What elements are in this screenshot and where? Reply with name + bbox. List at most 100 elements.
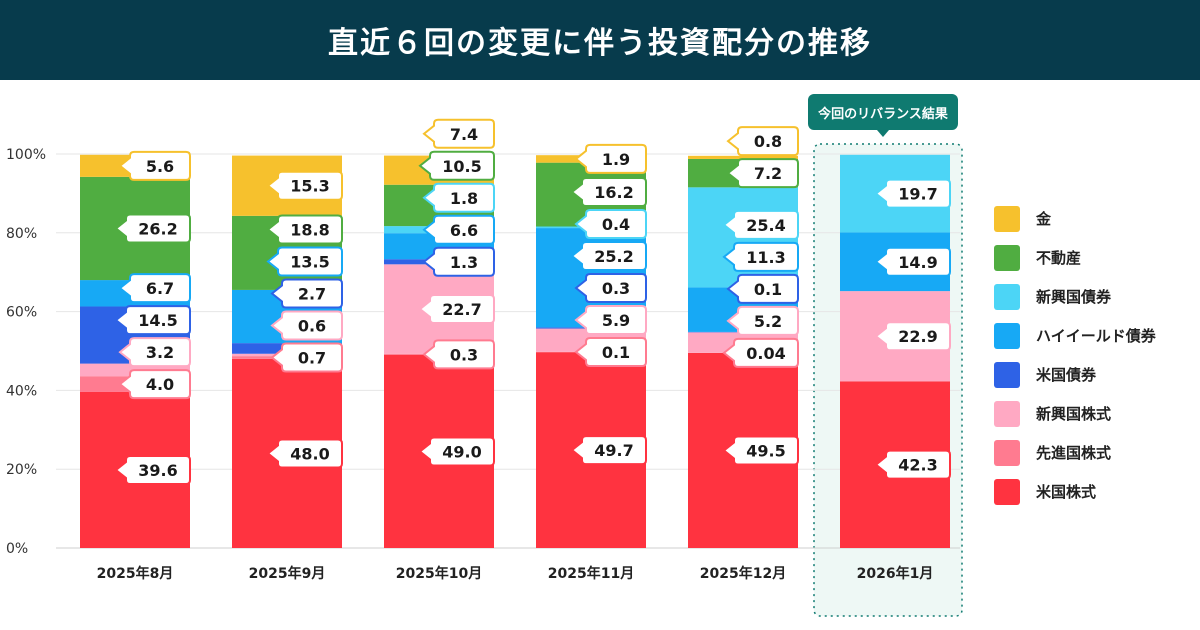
value-label: 42.3 [898, 456, 937, 475]
x-category-label: 2025年11月 [548, 565, 634, 582]
value-label: 10.5 [442, 157, 481, 176]
y-tick-label: 100% [6, 147, 46, 163]
legend-swatch [994, 205, 1020, 232]
value-label: 11.3 [746, 248, 785, 267]
value-label-box [574, 208, 647, 239]
value-label-box [570, 240, 647, 271]
value-label-box [574, 272, 647, 303]
value-label: 48.0 [290, 444, 329, 463]
value-label: 39.6 [138, 461, 177, 480]
value-label: 22.9 [898, 327, 937, 346]
value-label: 7.4 [450, 125, 478, 144]
value-label: 0.6 [298, 317, 326, 336]
value-label: 0.8 [754, 132, 782, 151]
value-label-box [722, 241, 799, 272]
value-label-box [722, 337, 799, 368]
x-category-label: 2026年1月 [857, 565, 934, 582]
x-category-label: 2025年9月 [249, 565, 326, 582]
legend-label: 米国債券 [1036, 366, 1097, 384]
value-label-box [422, 182, 495, 213]
value-label-box [418, 294, 495, 325]
value-label-box [570, 176, 647, 207]
value-label-box [418, 150, 495, 181]
value-label-box [570, 435, 647, 466]
legend-swatch [994, 478, 1020, 505]
rebalance-callout: 今回のリバランス結果 [808, 94, 958, 137]
value-label: 14.5 [138, 311, 177, 330]
legend-label: 新興国株式 [1036, 405, 1112, 423]
value-label: 3.2 [146, 343, 174, 362]
legend-swatch [994, 244, 1020, 271]
value-label-box [574, 143, 647, 174]
value-label: 1.3 [450, 253, 478, 272]
value-label: 14.9 [898, 253, 937, 272]
value-label: 2.7 [298, 285, 326, 304]
value-label: 22.7 [442, 300, 481, 319]
value-label-box [270, 310, 343, 341]
value-label-box [270, 342, 343, 373]
value-label: 25.2 [594, 247, 633, 266]
y-tick-label: 0% [6, 541, 28, 557]
legend-item: 金 [994, 199, 1156, 238]
y-tick-label: 80% [6, 226, 37, 242]
legend-swatch [994, 322, 1020, 349]
value-label: 1.9 [602, 150, 630, 169]
legend-swatch [994, 283, 1020, 310]
value-label: 19.7 [898, 185, 937, 204]
legend-item: 新興国株式 [994, 394, 1156, 433]
legend-label: 金 [1036, 210, 1052, 228]
value-label: 6.6 [450, 221, 478, 240]
value-label: 7.2 [754, 164, 782, 183]
legend-swatch [994, 439, 1020, 466]
legend-item: 新興国債券 [994, 277, 1156, 316]
legend-item: 米国債券 [994, 355, 1156, 394]
x-category-label: 2025年8月 [97, 565, 174, 582]
value-label-box [874, 178, 951, 209]
value-label: 0.1 [754, 280, 782, 299]
value-label: 4.0 [146, 375, 174, 394]
y-tick-label: 60% [6, 305, 37, 321]
legend-label: ハイイールド債券 [1036, 327, 1156, 345]
legend-label: 新興国債券 [1036, 288, 1112, 306]
value-label: 49.7 [594, 441, 633, 460]
value-label-box [726, 273, 799, 304]
legend-swatch [994, 400, 1020, 427]
value-label-box [266, 214, 343, 245]
value-label-box [266, 438, 343, 469]
value-label: 25.4 [746, 216, 785, 235]
legend: 金 不動産 新興国債券 ハイイールド債券 米国債券 新興国株式 先進国株式 米国… [994, 199, 1156, 511]
value-label-box [118, 337, 191, 368]
value-label-box [266, 170, 343, 201]
value-label-box [266, 246, 343, 277]
x-category-label: 2025年10月 [396, 565, 482, 582]
value-label: 0.3 [450, 345, 478, 364]
value-label: 0.7 [298, 349, 326, 368]
legend-label: 不動産 [1036, 249, 1082, 267]
value-label-box [418, 436, 495, 467]
value-label-box [114, 305, 191, 336]
page-title: 直近６回の変更に伴う投資配分の推移 [328, 26, 872, 61]
value-label-box [422, 246, 495, 277]
legend-label: 先進国株式 [1036, 444, 1112, 462]
value-label-box [574, 336, 647, 367]
value-label: 49.5 [746, 441, 785, 460]
value-label-box [726, 126, 799, 157]
value-label: 6.7 [146, 279, 174, 298]
value-label-box [114, 454, 191, 485]
value-label-box [118, 369, 191, 400]
y-tick-label: 40% [6, 383, 37, 399]
value-label: 16.2 [594, 183, 633, 202]
value-label: 26.2 [138, 219, 177, 238]
value-label-box [118, 150, 191, 181]
header-banner: 直近６回の変更に伴う投資配分の推移 [0, 0, 1200, 80]
value-label-box [874, 449, 951, 480]
value-label-box [422, 214, 495, 245]
value-label-box [726, 305, 799, 336]
value-label-box [874, 321, 951, 352]
value-label: 15.3 [290, 177, 329, 196]
value-label: 0.4 [602, 215, 630, 234]
value-label: 49.0 [442, 442, 481, 461]
x-category-label: 2025年12月 [700, 565, 786, 582]
legend-item: 米国株式 [994, 472, 1156, 511]
